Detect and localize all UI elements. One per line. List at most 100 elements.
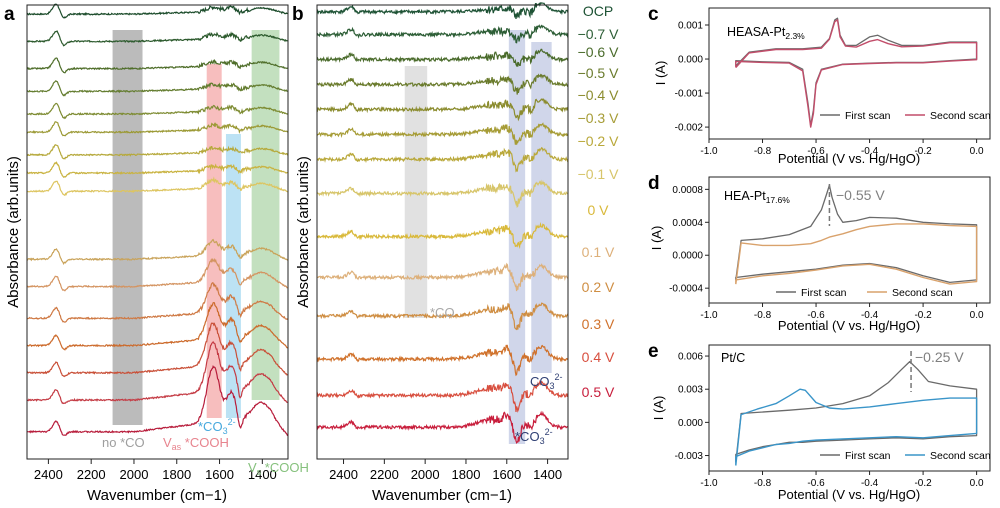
e-y-axis-title: I (A) (651, 396, 666, 421)
a-series-line (26, 340, 288, 405)
b-lines (316, 2, 569, 444)
c-x-tick-label: -1.0 (700, 146, 718, 157)
svg-text:Vs *COOH: Vs *COOH (248, 460, 309, 477)
a-y-axis-title: Absorbance (arb.units) (5, 156, 22, 308)
d-legend: First scan Second scan (776, 287, 953, 299)
c-title-sub: 2.3% (785, 31, 805, 41)
c-title-main: HEASA-Pt (727, 25, 786, 39)
b-series-line (316, 379, 569, 413)
c-x-tick-label: -0.6 (807, 146, 825, 157)
a-series-line (26, 238, 289, 265)
panel-d: d -1.0 -0.8 -0.6 -0.4 -0.2 0.0 0.0008 0.0004 0.0… (648, 173, 991, 333)
d-x-axis-title: Potential (V vs. Hg/HgO) (778, 318, 920, 333)
a-band-label-co3: *CO32- (198, 417, 236, 436)
b-sco3-sup: 2- (545, 427, 553, 437)
b-sco3-a: *CO (515, 429, 540, 444)
e-plot: -1.0 -0.8 -0.6 -0.4 -0.2 0.0 0.006 0.003 0.000 -0… (675, 351, 984, 489)
d-title-sub: 17.6% (766, 195, 791, 205)
b-potential-label: 0.1 V (582, 244, 615, 260)
b-potential-label: −0.4 V (578, 87, 620, 103)
a-band-label-vs: Vs *COOH (248, 460, 309, 477)
b-potential-label: −0.1 V (578, 166, 620, 182)
b-potential-label: 0.2 V (582, 279, 615, 295)
c-x-axis-title: Potential (V vs. Hg/HgO) (778, 151, 920, 166)
d-series-first-scan (735, 184, 978, 284)
a-series-line (27, 3, 288, 19)
d-legend-label: Second scan (892, 287, 953, 299)
e-y-tick-label: 0.006 (678, 352, 703, 363)
d-x-tick-label: -0.8 (754, 310, 772, 321)
b-x-axis-title: Wavenumber (cm−1) (372, 487, 512, 504)
d-y-tick-label: -0.0004 (669, 284, 703, 295)
b-potential-label: 0 V (587, 202, 609, 218)
e-legend-label: First scan (845, 450, 891, 462)
b-potential-label: −0.3 V (578, 110, 620, 126)
a-series-line (26, 322, 288, 378)
b-series-line (316, 24, 569, 44)
a-lines (26, 3, 289, 437)
a-vs-sub: s (257, 467, 262, 477)
e-plot-frame (708, 344, 991, 472)
d-x-tick-label: -1.0 (700, 310, 718, 321)
d-x-tick-label: -0.2 (914, 310, 932, 321)
e-y-tick-label: 0.003 (678, 385, 703, 396)
a-co3-sup: 2- (228, 417, 236, 427)
a-series-line (26, 79, 288, 97)
svg-text:*CO32-: *CO32- (515, 427, 553, 446)
d-x-tick-label: 0.0 (970, 310, 984, 321)
a-vas-tail: *COOH (181, 435, 229, 450)
e-x-axis-title: Potential (V vs. Hg/HgO) (778, 487, 920, 502)
d-legend-label: First scan (801, 287, 847, 299)
panel-e: e -1.0 -0.8 -0.6 -0.4 -0.2 0.0 0.006 0.003 0.000… (648, 341, 991, 502)
a-x-tick-label: 1800 (162, 467, 191, 482)
a-x-tick-label: 2400 (34, 467, 63, 482)
b-x-tick-label: 2200 (370, 467, 399, 482)
a-band-3 (225, 134, 241, 418)
b-potential-label: −0.7 V (578, 26, 620, 42)
d-y-tick-label: 0.0000 (672, 251, 703, 262)
a-x-axis: 2400 2200 2000 1800 1600 1400 (34, 459, 277, 482)
c-legend-label: First scan (845, 110, 891, 122)
d-y-tick-label: 0.0008 (672, 185, 703, 196)
b-potential-label: OCP (583, 3, 613, 19)
b-potential-label: 0.5 V (582, 384, 615, 400)
c-x-tick-label: 0.0 (970, 146, 984, 157)
b-x-tick-label: 2000 (411, 467, 440, 482)
b-series-line (316, 410, 569, 444)
a-series-line (26, 257, 288, 292)
e-y-tick-label: 0.000 (678, 418, 703, 429)
b-series-line (316, 179, 569, 209)
a-series-line (27, 365, 289, 437)
a-series-line (26, 176, 288, 197)
c-y-tick-label: 0.000 (678, 55, 703, 66)
panel-label-a: a (4, 4, 15, 25)
a-vs-tail: *COOH (261, 460, 309, 475)
a-x-tick-label: 2000 (120, 467, 149, 482)
c-plot: -1.0 -0.8 -0.6 -0.4 -0.2 0.0 0.001 0.000 -0.001 -… (675, 17, 984, 157)
a-vas-sub: as (172, 442, 182, 452)
d-series-second-scan (735, 223, 978, 285)
d-y-axis-title: I (A) (649, 226, 664, 251)
b-potential-label: −0.2 V (578, 133, 620, 149)
b-x-tick-label: 1400 (533, 467, 562, 482)
e-title: Pt/C (721, 351, 745, 365)
b-series-line (316, 221, 569, 250)
a-band-4 (251, 30, 280, 400)
a-x-tick-label: 2200 (77, 467, 106, 482)
a-series-line (26, 102, 288, 120)
b-series-line (316, 98, 569, 122)
e-x-tick-label: -0.2 (914, 478, 932, 489)
e-peak-annotation: −0.25 V (915, 349, 964, 365)
a-vs-v: V (248, 460, 257, 475)
a-x-tick-label: 1400 (248, 467, 277, 482)
b-series-line (316, 262, 569, 292)
e-legend: First scan Second scan (820, 450, 991, 462)
b-series-line (316, 302, 569, 331)
e-series-second-scan (735, 388, 978, 466)
svg-text:*CO32-: *CO32- (198, 417, 236, 436)
b-x-tick-label: 2400 (329, 467, 358, 482)
d-x-tick-label: -0.6 (807, 310, 825, 321)
c-x-tick-label: -0.4 (861, 146, 879, 157)
b-series-line (316, 48, 569, 68)
